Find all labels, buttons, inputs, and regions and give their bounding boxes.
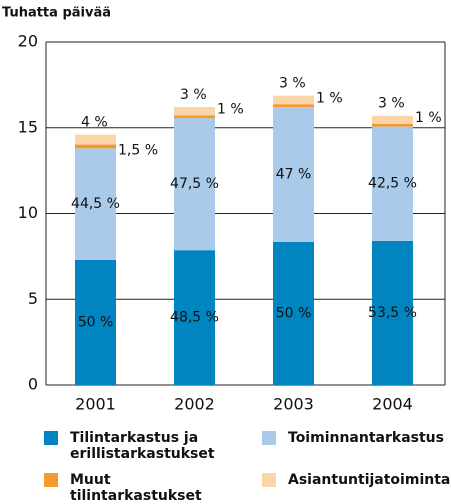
data-label: 50 % <box>276 305 312 321</box>
x-tick-label: 2001 <box>75 395 116 414</box>
data-label: 42,5 % <box>368 176 417 192</box>
data-label: 47,5 % <box>170 176 219 192</box>
y-tick-label: 0 <box>28 375 38 394</box>
bar-segment <box>174 115 215 119</box>
x-tick-label: 2002 <box>174 395 215 414</box>
bar-segment <box>273 241 314 385</box>
x-tick-label: 2004 <box>372 395 413 414</box>
legend-item: Asiantuntijatoiminta <box>262 472 451 488</box>
bar-segment <box>372 115 413 124</box>
data-label: 3 % <box>378 96 405 112</box>
bar-segment <box>75 134 116 145</box>
bar-segment <box>372 123 413 127</box>
bar-segment <box>372 126 413 241</box>
data-label: 1,5 % <box>118 143 158 159</box>
data-label: 1 % <box>415 110 442 126</box>
chart: Tuhatta päivää 0 5 10 15 20 2001 50 % 44,5 % 1,5… <box>2 6 446 414</box>
bar-segment <box>174 106 215 116</box>
data-label: 48,5 % <box>170 310 219 326</box>
data-label: 44,5 % <box>71 196 120 212</box>
data-label: 53,5 % <box>368 305 417 321</box>
legend-swatch <box>44 431 58 445</box>
legend-item: Tilintarkastus ja erillistarkastukset <box>44 430 224 462</box>
y-tick-label: 15 <box>18 117 38 136</box>
legend-swatch <box>44 473 58 487</box>
x-tick-label: 2003 <box>273 395 314 414</box>
data-label: 4 % <box>81 115 108 131</box>
legend-label: Muut tilintarkastukset <box>70 472 202 504</box>
legend-item: Toiminnantarkastus <box>262 430 451 446</box>
legend-label: Asiantuntijatoiminta <box>288 472 451 488</box>
legend-item: Muut tilintarkastukset <box>44 472 224 504</box>
data-label: 1 % <box>217 101 244 117</box>
bar-segment <box>273 104 314 108</box>
y-tick-label: 20 <box>18 32 38 51</box>
y-tick-label: 10 <box>18 203 38 222</box>
data-label: 47 % <box>276 166 312 182</box>
bar-segment <box>75 144 116 149</box>
bar-segment <box>75 148 116 260</box>
bar-segment <box>273 95 314 105</box>
bar-segment <box>273 107 314 242</box>
y-tick-label: 5 <box>28 289 38 308</box>
legend-label: Tilintarkastus ja erillistarkastukset <box>70 430 215 462</box>
data-label: 3 % <box>180 87 207 103</box>
data-label: 1 % <box>316 90 343 106</box>
legend-label: Toiminnantarkastus <box>288 430 444 446</box>
bar-segment <box>174 118 215 251</box>
bar-segment <box>174 250 215 385</box>
data-label: 50 % <box>78 314 114 330</box>
bar-segment <box>75 259 116 385</box>
data-label: 3 % <box>279 76 306 92</box>
legend-swatch <box>262 473 276 487</box>
legend-swatch <box>262 431 276 445</box>
chart-title: Tuhatta päivää <box>2 6 111 21</box>
bar-segment <box>372 240 413 385</box>
